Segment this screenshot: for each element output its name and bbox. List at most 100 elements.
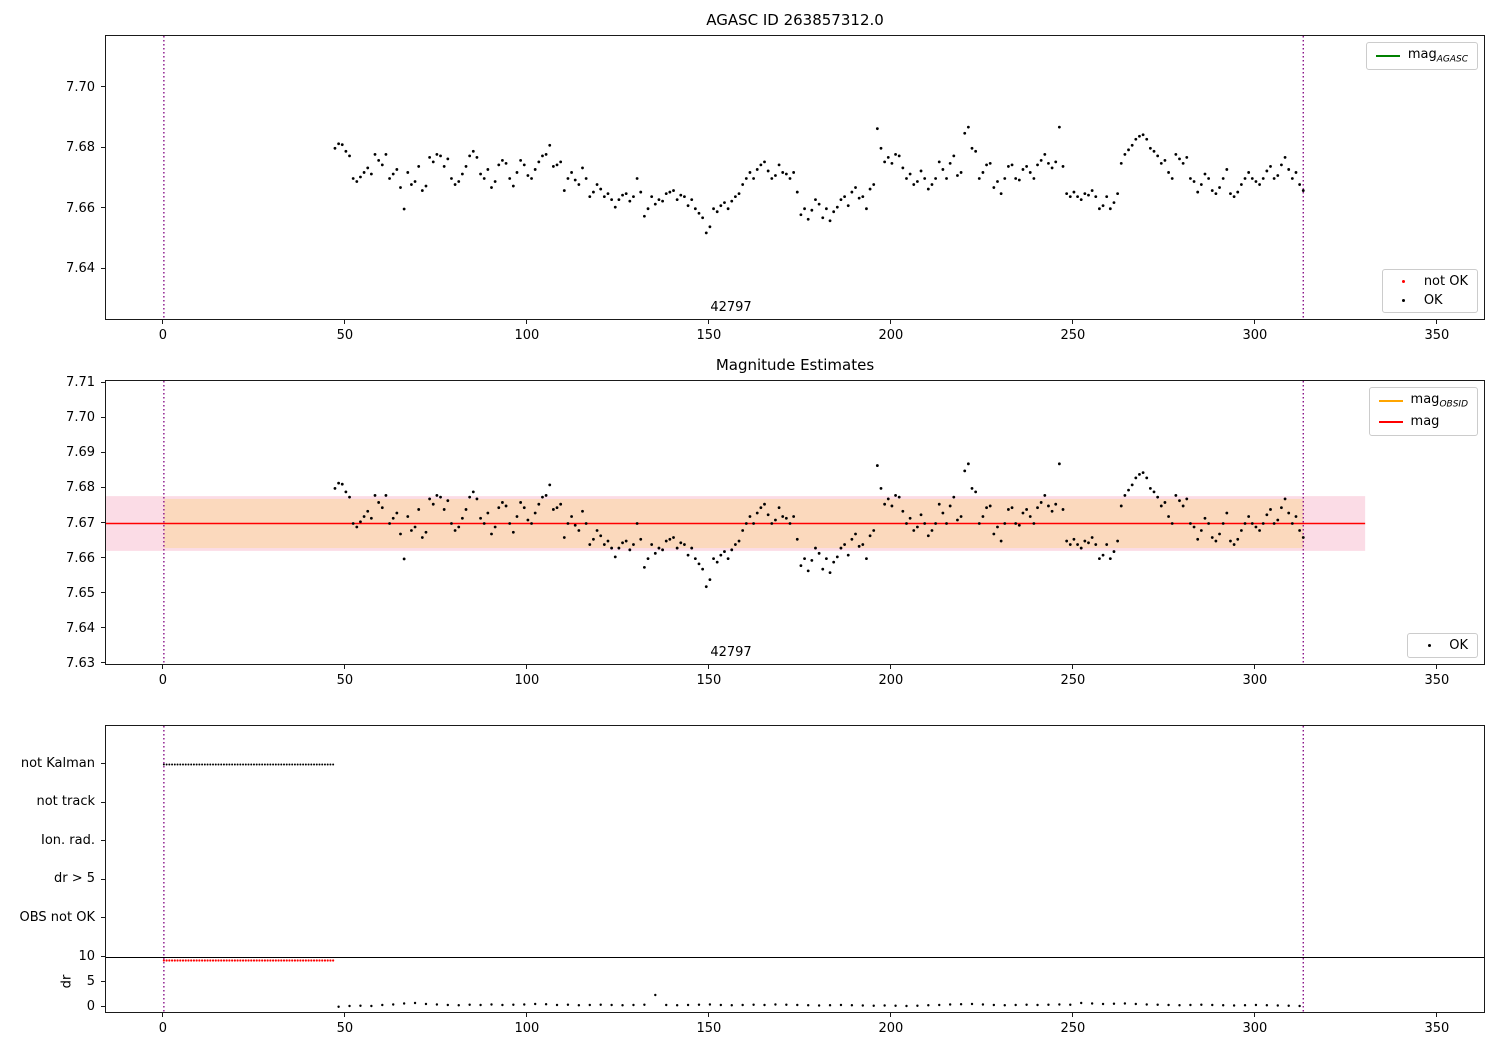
flag-points — [162, 763, 335, 766]
plot1-legend-top: magAGASC — [1365, 42, 1478, 70]
x-tick-label: 50 — [336, 328, 354, 343]
tick-mark — [890, 320, 892, 324]
ok-points — [333, 462, 1305, 589]
tick-mark — [1254, 320, 1256, 324]
x-tick-label: 350 — [1424, 328, 1450, 343]
y-tick-label: 7.67 — [66, 515, 95, 531]
tick-mark — [162, 1013, 164, 1017]
tick-mark — [101, 592, 105, 594]
mag-line-sample — [1378, 421, 1403, 424]
tick-mark — [1436, 1013, 1438, 1017]
plot1-legend-bottom: not OK OK — [1381, 269, 1478, 313]
tick-mark — [101, 801, 105, 803]
tick-mark — [101, 627, 105, 629]
tick-mark — [101, 267, 105, 269]
legend-label-ok: OK — [1449, 638, 1468, 653]
x-tick-label: 200 — [878, 673, 904, 688]
y-tick-label: 7.63 — [66, 655, 95, 671]
tick-mark — [101, 486, 105, 488]
tick-mark — [1436, 665, 1438, 669]
legend-item-mag-obsid: magOBSID — [1378, 392, 1468, 410]
tick-mark — [101, 763, 105, 764]
flag-row-label: not Kalman — [20, 755, 95, 771]
dr-high-points — [162, 959, 335, 962]
dr-tick-label: 0 — [86, 998, 95, 1014]
tick-mark — [101, 981, 105, 982]
tick-mark — [890, 1013, 892, 1017]
obsid-boundary-lines — [163, 381, 1304, 664]
tick-mark — [101, 416, 105, 418]
tick-mark — [101, 557, 105, 559]
dr-tick-label: 10 — [78, 948, 95, 964]
legend-label-mag-obsid: magOBSID — [1410, 392, 1468, 410]
y-tick-label: 7.64 — [66, 620, 95, 636]
x-tick-label: 250 — [1060, 328, 1086, 343]
x-tick-label: 300 — [1242, 673, 1268, 688]
legend-item-mag: mag — [1378, 413, 1468, 432]
tick-mark — [101, 86, 105, 88]
plot2-title: Magnitude Estimates — [715, 356, 875, 374]
legend-item-ok: OK — [1392, 293, 1468, 308]
not-ok-dot-sample — [1392, 280, 1416, 283]
ok-dot-sample — [1417, 644, 1441, 647]
x-tick-label: 300 — [1242, 1021, 1268, 1036]
x-tick-label: 100 — [514, 1021, 540, 1036]
x-tick-label: 0 — [158, 1021, 168, 1036]
plot2-area: magOBSID mag OK 42797 — [105, 380, 1485, 665]
x-tick-label: 0 — [158, 328, 168, 343]
tick-mark — [1436, 320, 1438, 324]
dr-points — [337, 993, 1301, 1008]
tick-mark — [344, 665, 346, 669]
tick-mark — [101, 840, 105, 841]
plot3-canvas — [106, 726, 1484, 1012]
y-tick-label: 7.66 — [66, 550, 95, 566]
legend-label-mag: mag — [1410, 413, 1440, 429]
tick-mark — [526, 1013, 528, 1017]
x-tick-label: 200 — [878, 1021, 904, 1036]
legend-item-not-ok: not OK — [1392, 274, 1468, 289]
x-tick-label: 50 — [336, 673, 354, 688]
legend-item-ok: OK — [1417, 638, 1468, 653]
ok-points — [333, 125, 1305, 235]
tick-mark — [1254, 1013, 1256, 1017]
tick-mark — [162, 665, 164, 669]
x-tick-label: 350 — [1424, 673, 1450, 688]
tick-mark — [344, 1013, 346, 1017]
tick-mark — [101, 917, 105, 918]
dr-tick-label: 5 — [86, 973, 95, 989]
tick-mark — [1072, 1013, 1074, 1017]
plot1-canvas — [163, 36, 1305, 319]
x-tick-label: 150 — [696, 1021, 722, 1036]
y-tick-label: 7.66 — [66, 200, 95, 216]
tick-mark — [708, 320, 710, 324]
x-tick-label: 300 — [1242, 328, 1268, 343]
tick-mark — [708, 1013, 710, 1017]
plot2-legend-top: magOBSID mag — [1368, 387, 1478, 437]
flag-row-label: not track — [36, 794, 95, 809]
plot3-area — [105, 725, 1485, 1013]
plot1-area: magAGASC not OK OK 42797 — [105, 35, 1485, 320]
legend-label-not-ok: not OK — [1423, 274, 1468, 289]
tick-mark — [101, 451, 105, 453]
y-tick-label: 7.71 — [66, 375, 95, 391]
tick-mark — [1072, 665, 1074, 669]
x-tick-label: 150 — [696, 328, 722, 343]
x-tick-label: 150 — [696, 673, 722, 688]
obsid-annotation: 42797 — [710, 300, 752, 315]
x-tick-label: 350 — [1424, 1021, 1450, 1036]
plot2-canvas — [106, 381, 1366, 664]
y-tick-label: 7.68 — [66, 140, 95, 156]
tick-mark — [101, 522, 105, 523]
legend-label-ok: OK — [1423, 293, 1443, 308]
tick-mark — [344, 320, 346, 324]
tick-mark — [162, 320, 164, 324]
y-tick-label: 7.70 — [66, 410, 95, 426]
y-tick-label: 7.65 — [66, 585, 95, 601]
tick-mark — [101, 1006, 105, 1007]
tick-mark — [1254, 665, 1256, 669]
obsid-boundary-lines — [163, 36, 1304, 319]
tick-mark — [101, 662, 105, 664]
tick-mark — [708, 665, 710, 669]
obsid-boundary-lines — [163, 726, 1304, 1012]
y-tick-label: 7.70 — [66, 79, 95, 95]
